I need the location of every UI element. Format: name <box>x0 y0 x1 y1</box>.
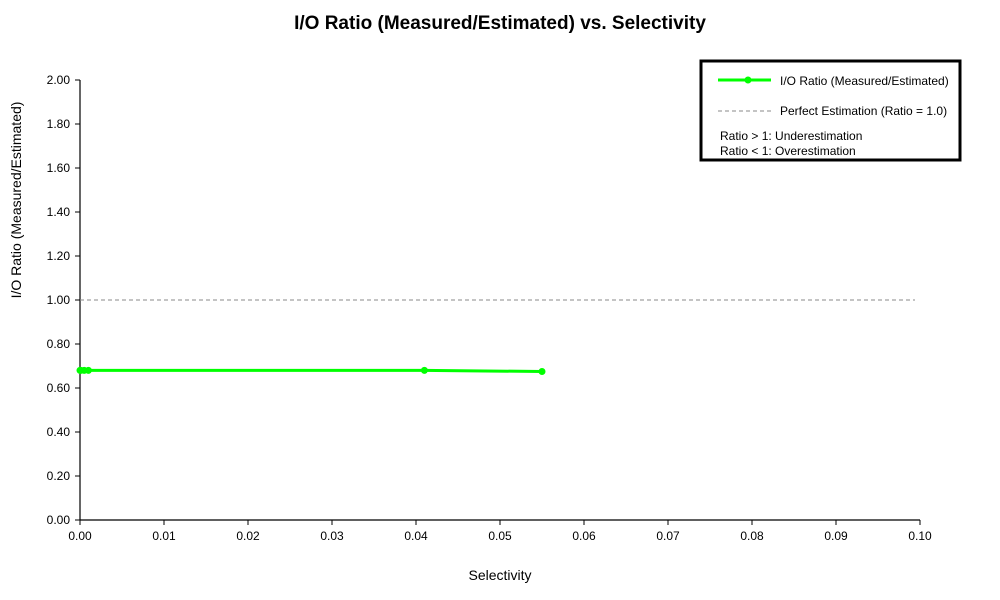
y-tick-label: 0.20 <box>47 469 71 483</box>
x-tick-label: 0.07 <box>656 529 680 543</box>
x-axis-label: Selectivity <box>468 567 531 583</box>
legend-series-label: I/O Ratio (Measured/Estimated) <box>780 74 949 88</box>
legend: I/O Ratio (Measured/Estimated) Perfect E… <box>699 59 962 162</box>
x-ticks: 0.00 0.01 0.02 0.03 0.04 0.05 0.06 0.07 0.08 0.09… <box>68 520 932 543</box>
data-point <box>538 368 546 375</box>
x-tick-label: 0.10 <box>908 529 932 543</box>
x-tick-label: 0.05 <box>488 529 512 543</box>
y-tick-label: 1.60 <box>47 161 71 175</box>
data-point <box>84 366 92 374</box>
x-tick-label: 0.06 <box>572 529 596 543</box>
x-tick-label: 0.00 <box>68 529 92 543</box>
x-tick-label: 0.02 <box>236 529 260 543</box>
chart-title: I/O Ratio (Measured/Estimated) vs. Selec… <box>294 13 706 34</box>
x-tick-label: 0.03 <box>320 529 344 543</box>
y-tick-label: 1.00 <box>47 293 71 307</box>
y-ticks: 0.00 0.20 0.40 0.60 0.80 1.00 1.20 1.40 1.60 1.80… <box>47 73 80 527</box>
x-tick-label: 0.08 <box>740 529 764 543</box>
x-tick-label: 0.01 <box>152 529 176 543</box>
y-tick-label: 0.00 <box>47 513 71 527</box>
y-tick-label: 0.80 <box>47 337 71 351</box>
annotation-underestimation: Ratio > 1: Underestimation <box>720 129 862 143</box>
x-tick-label: 0.04 <box>404 529 428 543</box>
series-line <box>79 368 543 373</box>
y-axis-label: I/O Ratio (Measured/Estimated) <box>8 102 24 299</box>
x-tick-label: 0.09 <box>824 529 848 543</box>
legend-box <box>699 59 962 162</box>
legend-reference-label: Perfect Estimation (Ratio = 1.0) <box>780 104 947 118</box>
y-tick-label: 0.60 <box>47 381 71 395</box>
y-tick-label: 1.40 <box>47 205 71 219</box>
y-tick-label: 1.20 <box>47 249 71 263</box>
annotation-overestimation: Ratio < 1: Overestimation <box>720 144 856 158</box>
data-point <box>420 366 428 374</box>
legend-series-marker <box>744 76 752 84</box>
y-tick-label: 1.80 <box>47 117 71 131</box>
y-tick-label: 2.00 <box>47 73 71 87</box>
series-layer <box>76 366 546 375</box>
y-tick-label: 0.40 <box>47 425 71 439</box>
